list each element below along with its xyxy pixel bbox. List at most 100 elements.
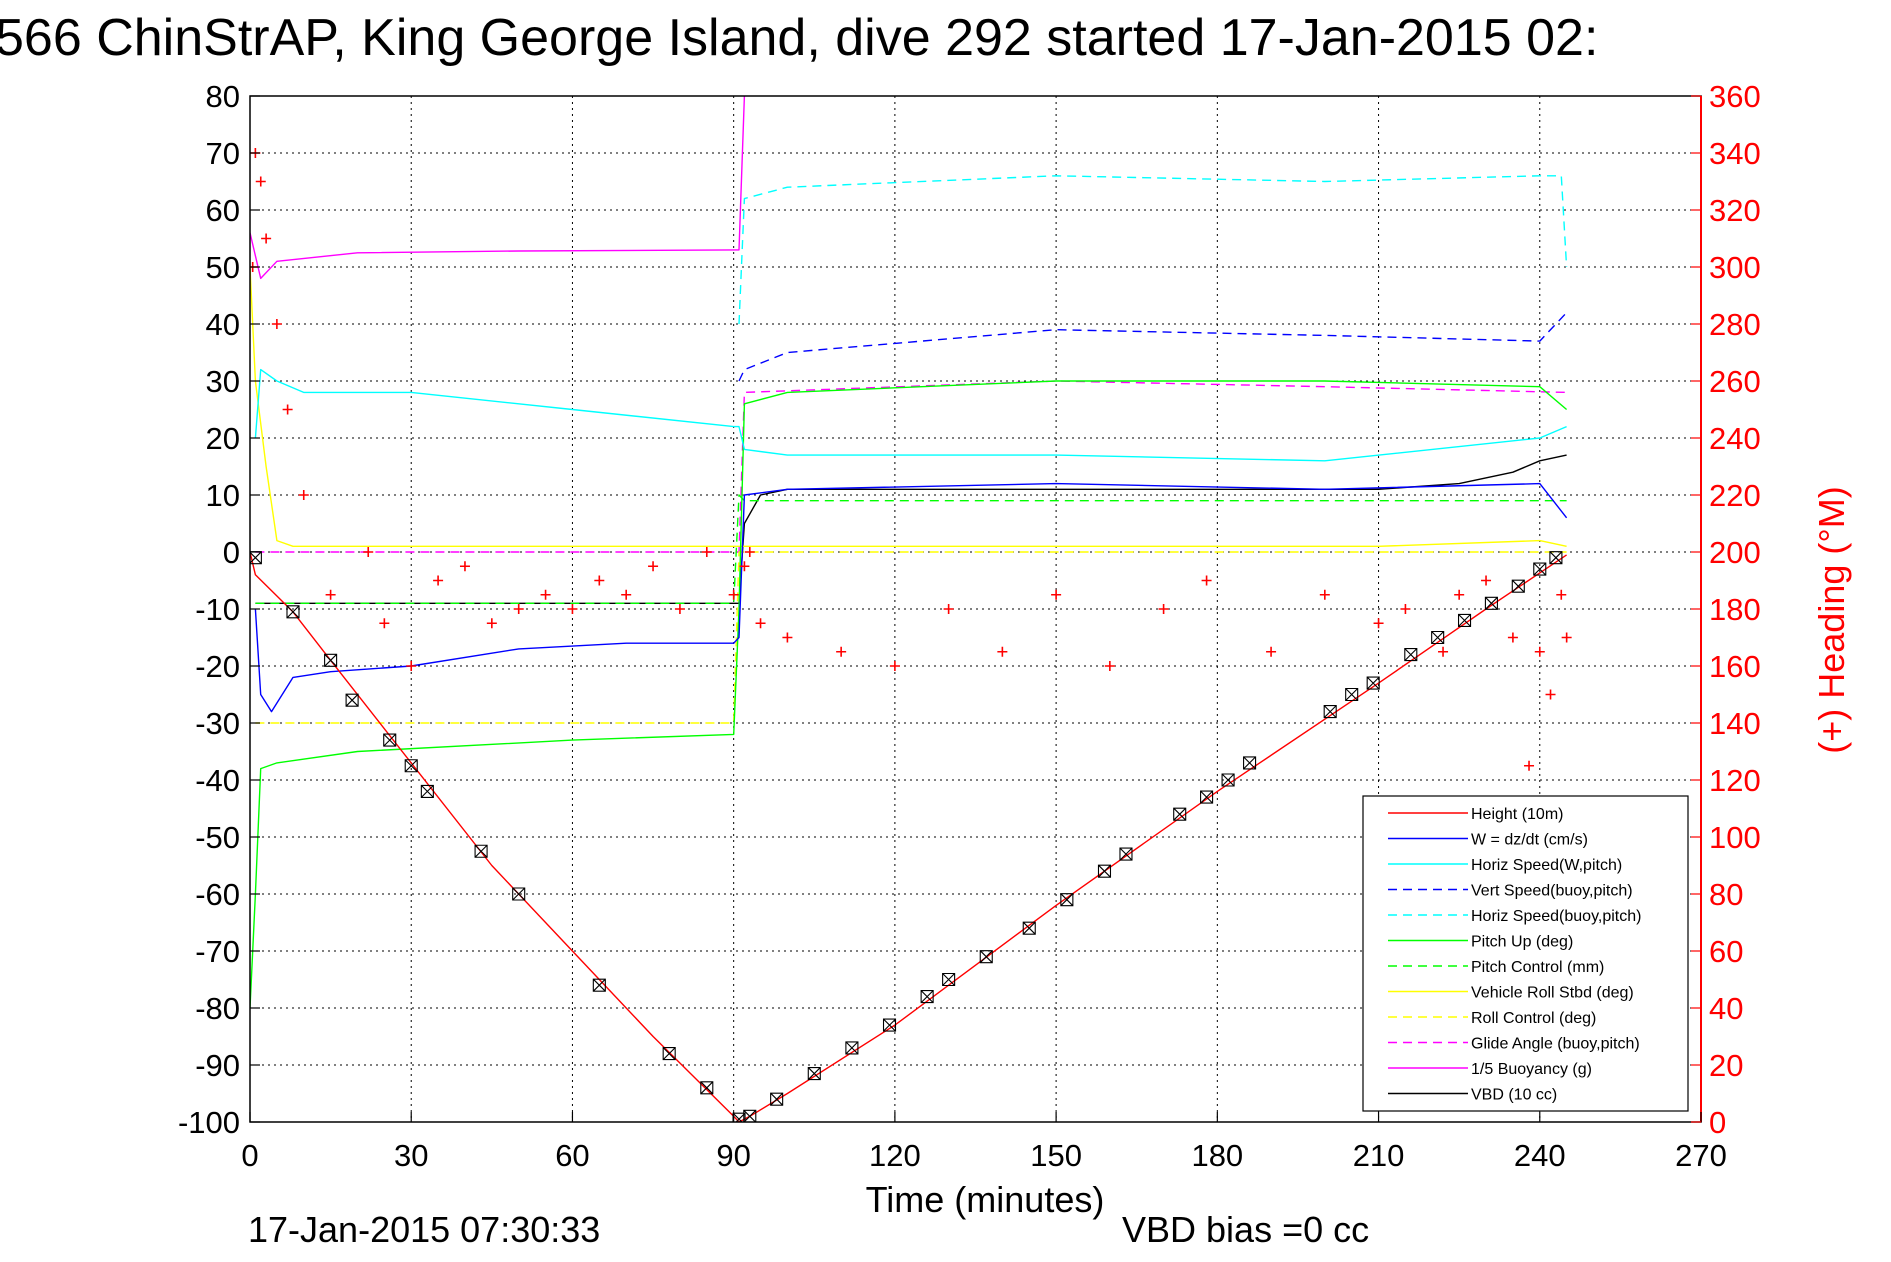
depth-marker [286,605,300,619]
depth-marker [1119,847,1133,861]
legend-label: W = dz/dt (cm/s) [1471,832,1588,849]
heading-point [459,561,470,572]
heading-point [406,661,417,671]
heading-point [298,490,309,500]
y2-tick-label: 360 [1709,79,1761,114]
heading-point [1158,604,1169,614]
depth-marker [845,1041,859,1055]
depth-marker [1457,613,1472,627]
depth-marker [404,759,418,773]
legend: Height (10m) W = dz/dt (cm/s) Horiz Speed(… [1362,795,1689,1112]
depth-marker [1060,893,1074,907]
marker-layer [250,551,1563,1122]
legend-label: Glide Angle (buoy,pitch) [1471,1036,1640,1053]
depth-marker [383,733,397,747]
legend-label: Pitch Control (mm) [1471,959,1604,976]
x-tick-label: 240 [1514,1138,1566,1173]
x-axis-label: Time (minutes) [866,1179,1105,1220]
x-tick-label: 60 [555,1138,589,1173]
y-axis-ticks: 80 70 60 50 40 30 20 10 0 -10 -20 -30 -40 -50 -60 -70 -8… [178,79,260,1140]
heading-point [701,547,712,557]
y2-tick-label: 200 [1709,535,1761,570]
y2-axis-label: (+) Heading (°M) [1811,486,1852,753]
depth-marker [979,950,993,964]
heading-point [1201,575,1212,586]
y2-tick-label: 40 [1709,991,1743,1026]
heading-point [943,604,954,614]
heading-point [1373,618,1384,629]
y-tick-label: 70 [206,136,240,171]
heading-point [674,604,685,614]
y-tick-label: -90 [195,1048,240,1083]
depth-marker [1173,807,1187,821]
y2-tick-label: 100 [1709,820,1761,855]
heading-point [997,646,1008,657]
y-tick-label: -80 [195,991,240,1026]
series-line [254,482,1568,713]
y-tick-label: 0 [223,535,240,570]
heading-point [782,632,793,643]
heading-point [1561,632,1572,643]
y-tick-label: -70 [195,934,240,969]
depth-marker [1022,921,1036,935]
series-line [250,266,1567,547]
depth-marker [770,1092,784,1106]
y-tick-label: 30 [206,364,240,399]
depth-marker [942,972,956,987]
y2-tick-label: 280 [1709,307,1761,342]
heading-point [379,618,390,629]
timestamp-footer: 17-Jan-2015 07:30:33 [248,1209,600,1250]
y2-tick-label: 260 [1709,364,1761,399]
heading-point [271,319,282,329]
legend-label: Vehicle Roll Stbd (deg) [1471,985,1634,1002]
y-tick-label: 60 [206,193,240,228]
legend-box [1362,795,1689,1112]
series-line [738,175,1568,325]
heading-point [648,561,659,572]
heading-point [739,561,750,572]
heading-point [513,604,524,614]
y2-tick-label: 20 [1709,1048,1743,1083]
series-line [250,96,746,280]
series-line [255,494,1567,604]
x-axis-ticks: 0 30 60 90 120 150 180 210 240 270 [241,1112,1727,1173]
y-tick-label: -10 [195,592,240,627]
y2-tick-label: 300 [1709,250,1761,285]
y2-tick-label: 60 [1709,934,1743,969]
chart-title: 566 ChinStrAP, King George Island, dive … [0,9,1598,67]
heading-point [755,618,766,629]
x-tick-label: 0 [241,1138,258,1173]
y2-tick-label: 140 [1709,706,1761,741]
heading-point [744,547,755,557]
x-tick-label: 90 [716,1138,750,1173]
heading-point [1454,589,1465,600]
series-line [255,380,1567,553]
depth-marker [1549,551,1563,565]
x-tick-label: 270 [1675,1138,1727,1173]
legend-label: Horiz Speed(W,pitch) [1471,857,1622,874]
legend-label: Roll Control (deg) [1471,1010,1596,1027]
depth-marker [512,887,526,901]
depth-marker [807,1067,821,1081]
heading-point [540,589,551,600]
depth-marker [1484,596,1498,610]
y-tick-label: 10 [206,478,240,513]
legend-label: Vert Speed(buoy,pitch) [1471,883,1633,900]
depth-marker [1404,648,1418,662]
y-tick-label: -60 [195,877,240,912]
depth-marker [345,693,359,707]
depth-marker [1243,756,1257,770]
y2-tick-label: 320 [1709,193,1761,228]
heading-point [889,661,900,671]
heading-point [363,547,374,557]
y2-tick-label: 240 [1709,421,1761,456]
heading-point [1481,575,1492,586]
heading-point [567,604,578,614]
heading-point [1524,760,1535,771]
heading-point [1266,646,1277,657]
series-line [254,368,1567,462]
series-layer [250,96,1568,1122]
y-tick-label: -50 [195,820,240,855]
heading-point [1319,589,1330,600]
heading-point [1438,646,1449,657]
